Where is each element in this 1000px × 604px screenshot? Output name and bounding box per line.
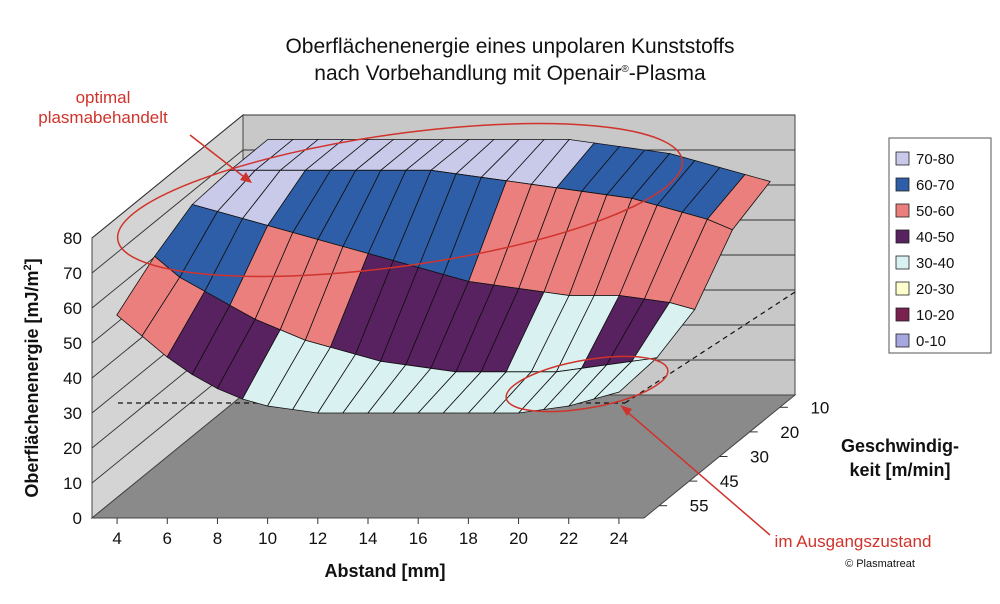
annotation-initial-text: im Ausgangszustand (775, 532, 932, 551)
z-tick-label: 30 (750, 448, 769, 467)
floor (90, 394, 797, 519)
y-tick-label: 50 (63, 334, 82, 353)
z-tick-label: 55 (690, 497, 709, 516)
x-tick-label: 4 (112, 529, 121, 548)
legend-swatch (895, 203, 910, 218)
legend: 70-80 60-70 50-60 40-50 30-40 20-30 10-20 0-10 (888, 137, 992, 354)
x-axis-ticks: 4 6 8 10 12 14 16 18 20 22 24 (112, 518, 628, 548)
legend-swatch (895, 281, 910, 296)
y-tick-label: 0 (73, 509, 82, 528)
y-tick-label: 70 (63, 264, 82, 283)
legend-items: 70-80 60-70 50-60 40-50 30-40 20-30 10-20 0-10 (895, 151, 954, 350)
y-axis-label-close: ] (22, 258, 42, 264)
x-tick-label: 12 (308, 529, 327, 548)
chart-title-line-1: Oberflächenenergie eines unpolaren Kunst… (285, 35, 734, 58)
y-axis-label-superscript: 2 (22, 264, 34, 270)
x-tick-label: 6 (163, 529, 172, 548)
y-axis-label: Oberflächenenergie [mJ/m2] (22, 258, 42, 497)
legend-label: 10-20 (916, 307, 954, 324)
copyright-text: © Plasmatreat (845, 558, 915, 570)
z-axis-label-line-2: keit [m/min] (849, 460, 950, 480)
y-tick-label: 10 (63, 474, 82, 493)
annotation-optimal-arrow (189, 134, 249, 181)
z-tick-label: 10 (810, 398, 829, 417)
legend-swatch (895, 333, 910, 348)
x-tick-label: 18 (459, 529, 478, 548)
z-tick-label: 20 (780, 423, 799, 442)
annotation-initial: im Ausgangszustand (505, 355, 932, 551)
legend-swatch (895, 151, 910, 166)
annotation-optimal-arrowhead (240, 172, 252, 183)
legend-label: 40-50 (916, 229, 954, 246)
x-axis-label: Abstand [mm] (325, 561, 446, 581)
legend-swatch (895, 307, 910, 322)
gridline (91, 114, 795, 239)
annotation-optimal-ellipse (116, 122, 684, 278)
legend-label: 0-10 (916, 333, 946, 350)
y-tick-label: 20 (63, 439, 82, 458)
chart-title-line-2: nach Vorbehandlung mit Openair®-Plasma (314, 62, 706, 85)
x-tick-label: 24 (609, 529, 628, 548)
z-axis-label-line-1: Geschwindig- (841, 436, 959, 456)
rear-30-dashed (624, 291, 796, 404)
y-tick-label: 80 (63, 229, 82, 248)
x-tick-label: 8 (213, 529, 222, 548)
y-tick-label: 60 (63, 299, 82, 318)
annotation-initial-arrow (624, 409, 771, 536)
z-tick-label: 45 (720, 472, 739, 491)
chart-title-line-2-text: nach Vorbehandlung mit Openair (314, 62, 621, 85)
y-tick-label: 40 (63, 369, 82, 388)
legend-label: 50-60 (916, 203, 954, 220)
annotation-optimal-line-2: plasmabehandelt (38, 108, 168, 127)
legend-label: 70-80 (916, 151, 954, 168)
legend-swatch (895, 229, 910, 244)
annotation-optimal-line-1: optimal (76, 88, 131, 107)
x-tick-label: 14 (359, 529, 378, 548)
y-axis-label-text: Oberflächenenergie [mJ/m (22, 271, 42, 498)
y-axis-ticks: 0 10 20 30 40 50 60 70 80 (63, 229, 82, 528)
annotation-optimal: optimal plasmabehandelt (38, 88, 684, 278)
x-tick-label: 16 (409, 529, 428, 548)
annotation-initial-ellipse (505, 355, 669, 413)
x-tick-label: 22 (559, 529, 578, 548)
y-tick-label: 30 (63, 404, 82, 423)
legend-label: 30-40 (916, 255, 954, 272)
legend-label: 20-30 (916, 281, 954, 298)
legend-swatch (895, 177, 910, 192)
annotation-initial-arrowhead (620, 405, 632, 416)
legend-swatch (895, 255, 910, 270)
chart-title: Oberflächenenergie eines unpolaren Kunst… (285, 35, 734, 85)
chart-title-registered-mark: ® (621, 64, 629, 75)
x-tick-label: 10 (258, 529, 277, 548)
legend-label: 60-70 (916, 177, 954, 194)
x-tick-label: 20 (509, 529, 528, 548)
surface-plot (116, 139, 771, 414)
z-axis-ticks: 10 20 30 45 55 (659, 398, 829, 516)
chart-title-line-2-suffix: -Plasma (629, 62, 706, 85)
